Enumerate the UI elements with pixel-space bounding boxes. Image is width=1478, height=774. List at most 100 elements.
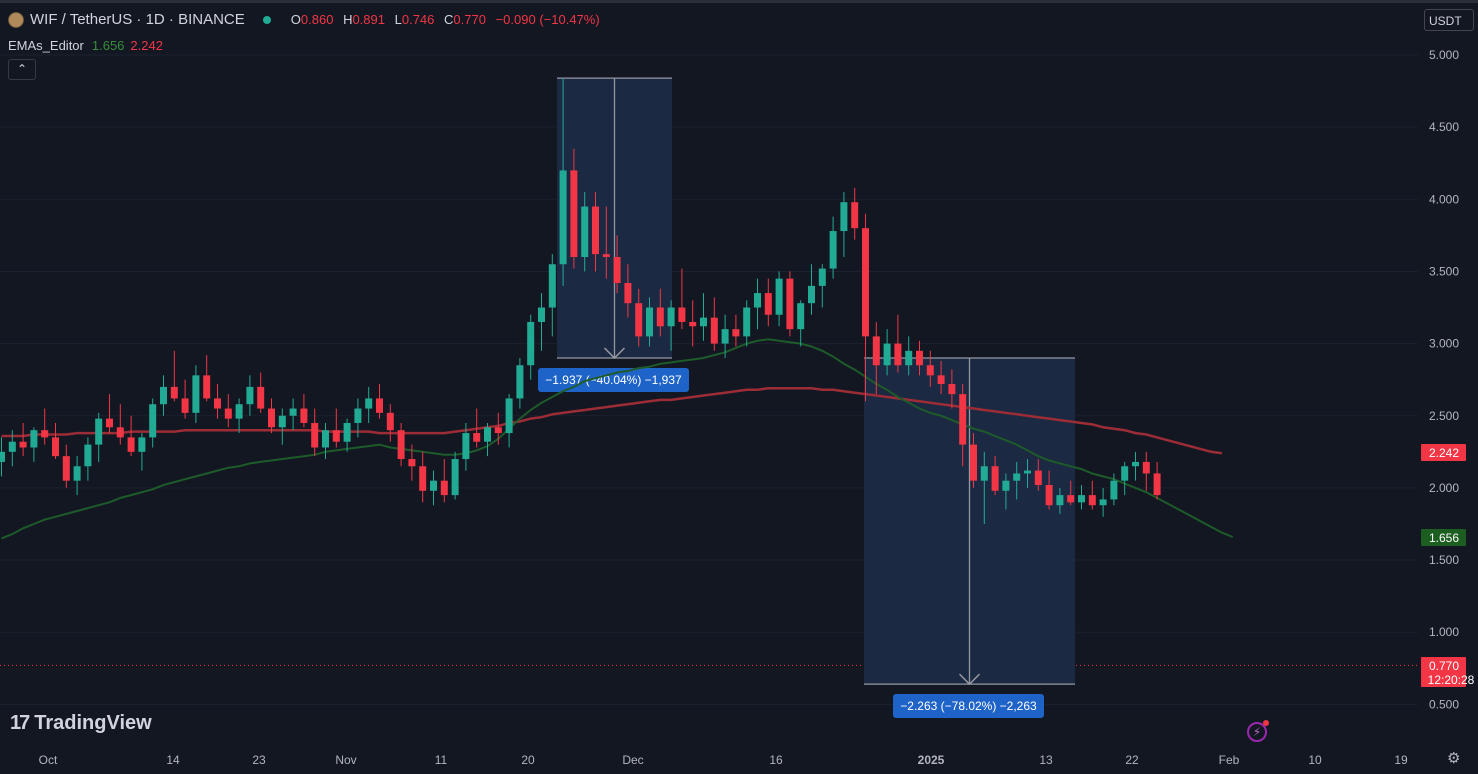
candle xyxy=(548,254,556,337)
candle xyxy=(980,451,988,524)
candle-body xyxy=(970,444,977,481)
candle-body xyxy=(786,278,794,330)
candle xyxy=(214,384,221,419)
candle xyxy=(494,412,502,445)
candle-body xyxy=(268,408,275,428)
symbol-title[interactable]: WIF / TetherUS · 1D · BINANCE xyxy=(30,11,245,28)
candle-body xyxy=(73,466,81,481)
candle-body xyxy=(754,293,761,308)
indicator-name: EMAs_Editor xyxy=(8,38,84,53)
ema-fast-value: 1.656 xyxy=(91,38,125,53)
measure-label: −2.263 (−78.02%) −2,263 xyxy=(900,699,1037,713)
candle-body xyxy=(1088,495,1096,506)
candle xyxy=(602,206,610,279)
candle-body xyxy=(419,466,427,491)
low-value: 0.746 xyxy=(401,12,435,27)
price-label-box xyxy=(1421,529,1466,546)
candle xyxy=(235,398,243,434)
tradingview-logo[interactable]: 17 TradingView xyxy=(10,712,152,735)
collapse-legend-button[interactable]: ⌃ xyxy=(8,59,36,80)
x-tick-label: 22 xyxy=(1125,753,1139,767)
price-label: 0.770 xyxy=(1429,659,1459,673)
candle-body xyxy=(570,170,578,258)
candle xyxy=(818,264,826,308)
candle xyxy=(808,264,815,315)
measure-label-box xyxy=(893,694,1044,718)
candle-body xyxy=(149,404,157,438)
candle-body xyxy=(797,303,805,330)
lightning-icon[interactable]: ⚡ xyxy=(1247,720,1269,742)
candle xyxy=(894,314,902,373)
ema-slow-line xyxy=(1,387,1223,455)
candle xyxy=(160,375,167,416)
candle xyxy=(62,444,70,488)
candle xyxy=(246,375,254,416)
candle-body xyxy=(656,307,664,327)
x-tick-label: 13 xyxy=(1039,753,1053,767)
candle-body xyxy=(235,404,243,419)
currency-button[interactable]: USDT xyxy=(1424,9,1474,31)
price-axis: 5.000 4.500 4.000 3.500 3.000 2.500 2.000 1.500… xyxy=(1429,48,1459,711)
candle xyxy=(1121,461,1129,496)
candle xyxy=(332,408,340,448)
candle-body xyxy=(322,430,329,448)
candle xyxy=(484,422,491,457)
candle-body xyxy=(894,343,902,366)
candle-body xyxy=(667,307,675,327)
candle xyxy=(116,404,124,445)
indicator-legend[interactable]: EMAs_Editor 1.656 2.242 xyxy=(8,38,163,53)
candle-body xyxy=(505,398,513,434)
candle xyxy=(397,422,405,467)
change-value: −0.090 (−10.47%) xyxy=(495,12,600,27)
candle xyxy=(0,437,5,477)
x-tick-label: Feb xyxy=(1219,753,1240,767)
candle xyxy=(851,187,859,240)
candle-body xyxy=(343,422,351,442)
open-value: 0.860 xyxy=(300,12,334,27)
candle-body xyxy=(775,278,783,315)
candle xyxy=(743,300,751,347)
logo-text: TradingView xyxy=(34,712,152,734)
candle xyxy=(656,288,664,337)
candle-body xyxy=(818,268,826,286)
candle xyxy=(365,386,373,423)
candle xyxy=(170,350,178,402)
candle-body xyxy=(52,437,59,457)
candle xyxy=(970,433,977,488)
y-tick-label: 4.000 xyxy=(1429,192,1459,206)
candle xyxy=(1067,480,1075,506)
candle-body xyxy=(1067,495,1075,503)
candle-body xyxy=(278,415,286,428)
tradingview-logo-icon: 17 xyxy=(10,712,30,734)
candle-body xyxy=(559,170,567,265)
y-tick-label: 4.500 xyxy=(1429,120,1459,134)
candle-body xyxy=(829,231,837,269)
candle-body xyxy=(289,408,297,416)
gear-icon[interactable]: ⚙ xyxy=(1447,750,1461,767)
candle-body xyxy=(440,480,448,496)
candle-body xyxy=(883,343,891,366)
candle-body xyxy=(646,307,653,337)
symbol-header: WIF / TetherUS · 1D · BINANCE O0.860 H0.… xyxy=(8,11,600,28)
candle-body xyxy=(365,398,373,409)
low-label: L xyxy=(394,12,402,27)
candle-body xyxy=(408,459,416,467)
candle xyxy=(19,422,27,457)
candle xyxy=(408,444,416,481)
x-tick-label: 20 xyxy=(521,753,535,767)
candle-body xyxy=(8,441,16,452)
market-status-icon xyxy=(262,15,271,24)
high-label: H xyxy=(343,12,353,27)
candle xyxy=(149,398,157,448)
candle xyxy=(1099,487,1107,517)
candle-body xyxy=(1034,470,1042,486)
candle-body xyxy=(386,412,394,431)
candle-body xyxy=(991,466,999,491)
y-tick-label: 5.000 xyxy=(1429,48,1459,62)
candle xyxy=(926,350,934,387)
candle xyxy=(1110,473,1118,506)
candle xyxy=(1088,480,1096,510)
candle xyxy=(700,293,707,341)
candle xyxy=(311,408,319,457)
